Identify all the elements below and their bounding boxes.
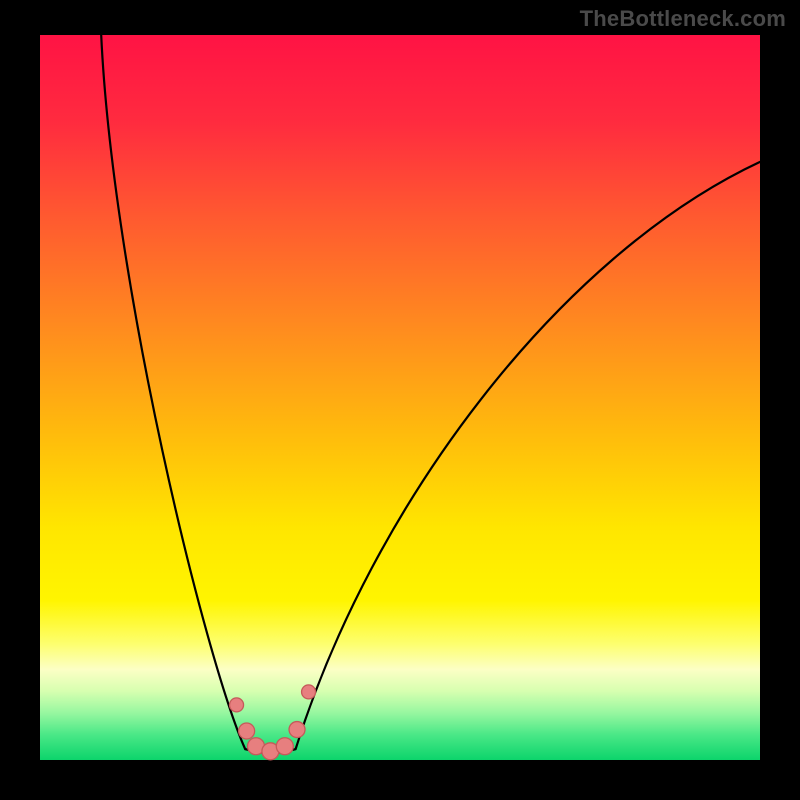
valley-marker (230, 698, 244, 712)
plot-background (40, 35, 760, 760)
watermark-label: TheBottleneck.com (580, 6, 786, 32)
bottleneck-chart (0, 0, 800, 800)
valley-marker (276, 738, 293, 755)
valley-marker (302, 685, 316, 699)
valley-marker (239, 723, 255, 739)
chart-stage: TheBottleneck.com (0, 0, 800, 800)
valley-marker (289, 722, 305, 738)
